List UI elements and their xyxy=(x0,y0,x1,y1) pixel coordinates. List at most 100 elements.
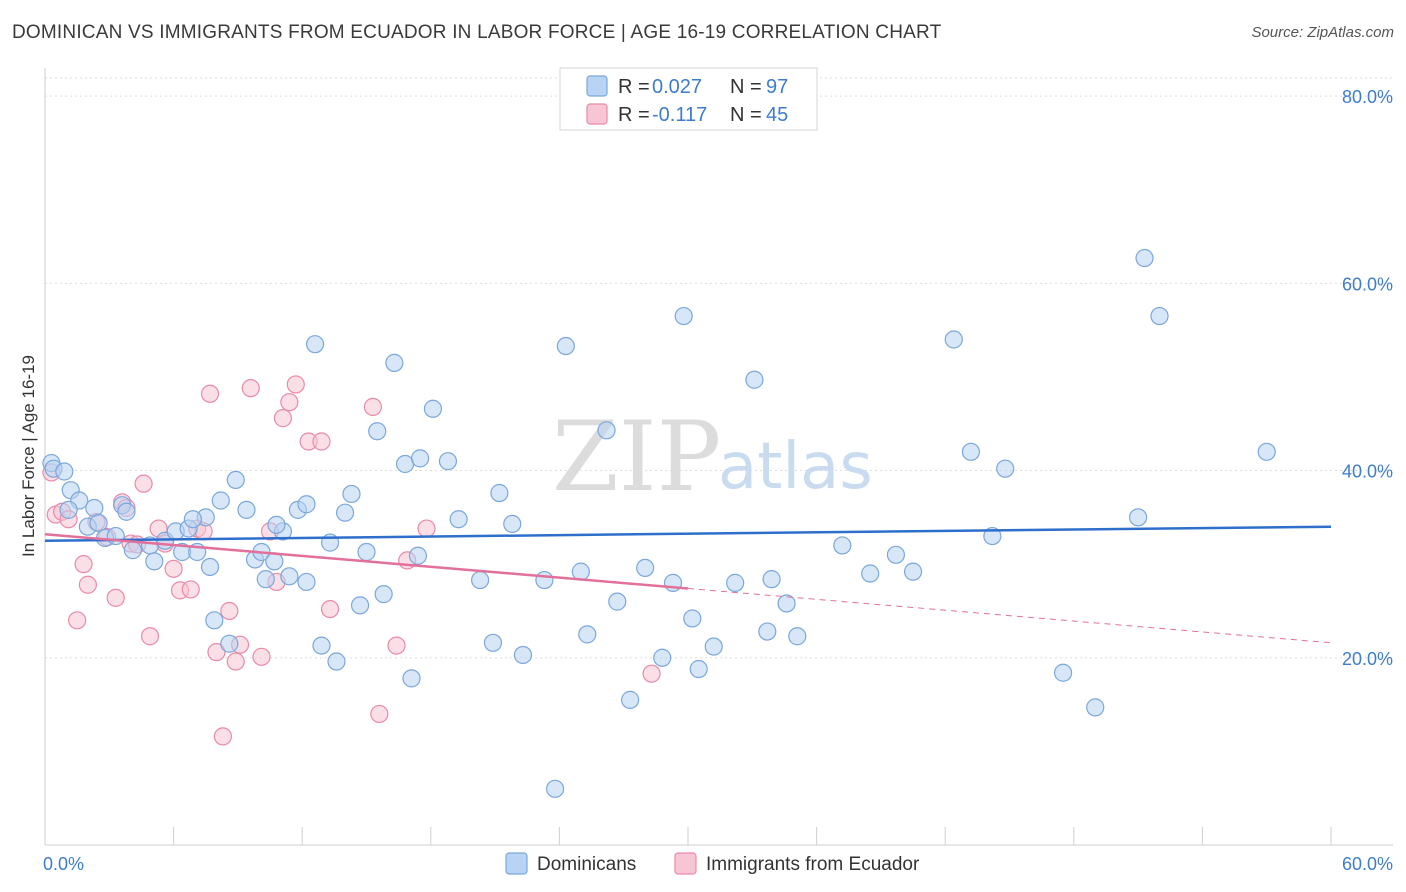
dominican-point-54 xyxy=(503,514,522,534)
axes xyxy=(44,68,1393,846)
source-label: Source: ZipAtlas.com xyxy=(1251,24,1394,41)
dominican-point-9 xyxy=(106,526,125,546)
dominican-point-53 xyxy=(490,483,509,503)
dominican-point-58 xyxy=(556,336,575,356)
trend-lines xyxy=(44,525,1332,644)
bottom-legend-ecuador: Immigrants from Ecuador xyxy=(706,854,920,875)
dominican-point-57 xyxy=(546,779,565,798)
legend-r-value-1: 0.027 xyxy=(652,76,702,98)
watermark-atlas: atlas xyxy=(718,430,873,504)
y-tick-label-60: 60.0% xyxy=(1342,274,1393,294)
ecuador-point-41 xyxy=(387,636,406,655)
bottom-legend: Dominicans Immigrants from Ecuador xyxy=(505,852,920,875)
bottom-legend-dominicans: Dominicans xyxy=(537,854,636,875)
x-tick-label-max: 60.0% xyxy=(1342,854,1393,874)
ecuador-point-35 xyxy=(286,375,305,394)
dominican-point-87 xyxy=(1150,306,1169,326)
ecuador-point-33 xyxy=(273,409,293,428)
ecuador-point-43 xyxy=(417,519,436,538)
ecuador-point-30 xyxy=(252,647,271,666)
dominican-point-6 xyxy=(85,498,104,518)
legend-n-label-2: N = xyxy=(730,104,762,126)
dominican-point-49 xyxy=(438,452,458,471)
ecuador-trend-line-extension xyxy=(687,587,1332,644)
dominican-point-46 xyxy=(402,669,421,688)
dominican-points xyxy=(42,248,1276,798)
dominican-point-78 xyxy=(903,562,923,581)
ecuador-point-44 xyxy=(642,664,661,683)
dominican-point-93 xyxy=(408,546,428,565)
dominican-point-21 xyxy=(205,611,224,630)
grid-lines xyxy=(45,77,1393,659)
dominican-point-96 xyxy=(762,570,781,589)
dominican-point-83 xyxy=(1053,663,1073,682)
dominican-point-29 xyxy=(265,552,284,571)
dominican-point-44 xyxy=(385,353,404,372)
ecuador-point-39 xyxy=(363,397,383,416)
dominican-point-86 xyxy=(1135,248,1154,268)
dominican-point-75 xyxy=(833,536,852,555)
top-legend: R = 0.027 N = 97 R = -0.117 N = 45 xyxy=(559,67,818,131)
dominican-point-91 xyxy=(117,502,136,521)
ecuador-point-18 xyxy=(164,559,183,578)
dominican-point-51 xyxy=(470,570,490,590)
legend-r-value-2: -0.117 xyxy=(652,104,707,126)
dominican-point-90 xyxy=(183,510,202,529)
dominican-point-52 xyxy=(483,633,503,652)
dominican-point-25 xyxy=(237,500,256,519)
dominican-point-84 xyxy=(1086,698,1105,717)
dominican-point-85 xyxy=(1128,508,1148,527)
dominican-point-82 xyxy=(996,459,1015,478)
dominican-point-60 xyxy=(597,421,616,440)
ecuador-point-40 xyxy=(370,704,389,724)
dominican-point-34 xyxy=(305,335,325,354)
legend-r-label-1: R = xyxy=(618,76,650,98)
dominican-point-74 xyxy=(788,627,807,646)
dominican-point-69 xyxy=(704,637,723,656)
ecuador-point-26 xyxy=(220,601,239,621)
ecuador-point-25 xyxy=(213,727,232,746)
dominican-point-23 xyxy=(220,634,239,653)
dominican-point-88 xyxy=(1257,442,1276,461)
legend-r-label-2: R = xyxy=(618,104,650,126)
dominican-point-43 xyxy=(374,585,393,604)
dominican-point-50 xyxy=(449,510,468,529)
y-tick-label-40: 40.0% xyxy=(1342,462,1393,482)
ecuador-point-14 xyxy=(134,474,153,493)
dominican-point-33 xyxy=(297,495,316,514)
dominican-point-13 xyxy=(145,552,164,571)
dominican-point-79 xyxy=(944,330,963,349)
ecuador-point-34 xyxy=(280,393,299,412)
dominican-point-31 xyxy=(280,567,299,586)
legend-n-value-2: 45 xyxy=(766,104,788,126)
ecuador-point-15 xyxy=(140,627,160,646)
dominican-point-24 xyxy=(226,470,245,490)
dominican-point-35 xyxy=(312,636,331,655)
dominican-point-73 xyxy=(777,594,796,613)
dominican-point-62 xyxy=(621,690,640,709)
dominican-point-40 xyxy=(350,596,370,615)
dominican-point-66 xyxy=(674,306,693,326)
y-tick-label-80: 80.0% xyxy=(1342,87,1393,107)
dominican-point-42 xyxy=(368,422,387,441)
legend-n-label-1: N = xyxy=(730,76,762,98)
ecuador-point-20 xyxy=(181,580,200,599)
dominican-point-22 xyxy=(211,491,230,510)
ecuador-point-9 xyxy=(106,588,125,607)
dominican-point-28 xyxy=(256,570,275,589)
dominican-point-92 xyxy=(59,500,78,519)
dominican-point-38 xyxy=(335,503,355,522)
dominican-point-70 xyxy=(726,573,745,592)
dominican-point-39 xyxy=(342,484,361,504)
y-axis-tick-labels: 20.0% 40.0% 60.0% 80.0% xyxy=(1342,87,1393,669)
y-tick-label-20: 20.0% xyxy=(1342,649,1393,669)
dominican-point-95 xyxy=(571,562,590,581)
dominican-point-94 xyxy=(297,572,316,592)
legend-swatch-ecuador xyxy=(586,103,608,125)
bottom-legend-swatch-ecuador xyxy=(674,852,697,875)
dominican-point-48 xyxy=(423,399,443,418)
ecuador-point-6 xyxy=(78,575,97,594)
dominican-point-2 xyxy=(55,462,74,481)
dominican-trend-line xyxy=(44,525,1332,543)
